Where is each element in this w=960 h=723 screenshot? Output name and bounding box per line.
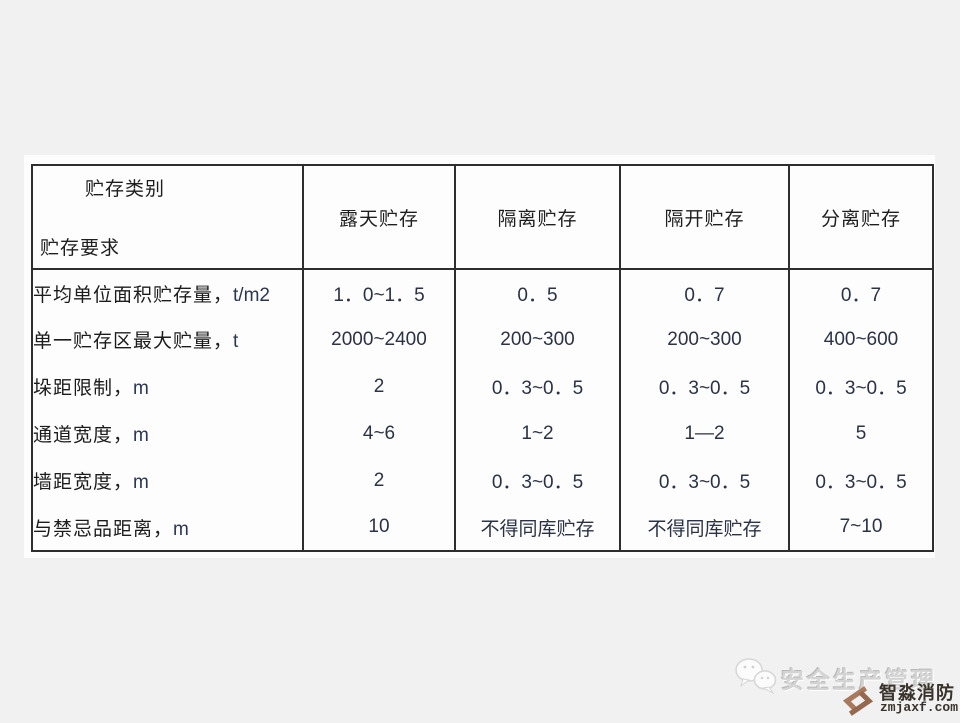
column-header-partitioned: 隔开贮存: [619, 165, 789, 270]
column-header-isolated: 隔离贮存: [454, 165, 620, 270]
row-unit: t/m2: [233, 284, 270, 306]
brand-url: zmjaxf.com: [880, 700, 959, 715]
cell-value: 0．7: [619, 269, 789, 316]
row-label-text: 垛距限制，: [33, 378, 134, 399]
cell-value: 0．3~0．5: [454, 363, 620, 410]
cell-value: 0．3~0．5: [619, 363, 789, 410]
cell-value: 2000~2400: [302, 316, 455, 363]
row-unit: m: [173, 518, 189, 540]
cell-value: 7~10: [788, 504, 933, 551]
row-label-text: 与禁忌品距离，: [33, 518, 174, 540]
cell-value: 0．3~0．5: [788, 363, 933, 410]
cell-value: 0．3~0．5: [619, 457, 789, 504]
row-unit: m: [133, 472, 149, 493]
row-label-incompatible-distance: 与禁忌品距离，m: [32, 504, 303, 551]
cell-value: 不得同库贮存: [619, 504, 789, 551]
row-label-text: 通道宽度，: [33, 425, 134, 446]
cell-value: 200~300: [619, 316, 789, 363]
storage-requirements-table: 贮存类别 贮存要求 露天贮存 隔离贮存 隔开贮存 分离贮存 平均单位面积贮存量，…: [31, 164, 934, 552]
cell-value: 200~300: [454, 316, 620, 363]
table-row: 平均单位面积贮存量，t/m2 1．0~1．5 0．5 0．7 0．7: [32, 269, 933, 316]
brand-name: 智淼消防: [879, 683, 955, 703]
corner-label-category: 贮存类别: [85, 179, 166, 200]
row-label-max-storage-per-zone: 单一贮存区最大贮量，t: [32, 316, 303, 363]
table-row: 墙距宽度，m 2 0．3~0．5 0．3~0．5 0．3~0．5: [32, 457, 933, 504]
cell-value: 5: [788, 410, 933, 457]
cell-value: 1~2: [454, 410, 620, 457]
cell-value: 1—2: [619, 410, 789, 457]
wechat-icon: [733, 655, 781, 704]
table-row: 单一贮存区最大贮量，t 2000~2400 200~300 200~300 40…: [32, 316, 933, 363]
row-label-wall-distance: 墙距宽度，m: [32, 457, 303, 504]
row-label-aisle-width: 通道宽度，m: [32, 410, 303, 457]
cell-value: 不得同库贮存: [454, 504, 620, 551]
cell-value: 400~600: [788, 316, 933, 363]
row-unit: m: [133, 425, 149, 446]
row-label-text: 墙距宽度，: [33, 472, 134, 493]
brand-logo-icon: [841, 684, 875, 723]
cell-value: 2: [302, 457, 455, 504]
corner-header-cell: 贮存类别 贮存要求: [32, 165, 303, 270]
table-row: 与禁忌品距离，m 10 不得同库贮存 不得同库贮存 7~10: [32, 504, 933, 551]
row-label-avg-storage-per-area: 平均单位面积贮存量，t/m2: [32, 269, 303, 316]
row-unit: t: [233, 331, 239, 352]
row-label-stack-distance: 垛距限制，m: [32, 363, 303, 410]
watermark-title: 安全生产管理: [781, 667, 937, 693]
table-row: 通道宽度，m 4~6 1~2 1—2 5: [32, 410, 933, 457]
cell-value: 4~6: [302, 410, 455, 457]
row-label-text: 单一贮存区最大贮量，: [33, 331, 234, 352]
row-unit: m: [133, 378, 149, 399]
cell-value: 0．7: [788, 269, 933, 316]
cell-value: 0．3~0．5: [788, 457, 933, 504]
column-header-separated: 分离贮存: [788, 165, 933, 270]
column-header-open-air: 露天贮存: [302, 165, 455, 270]
row-label-text: 平均单位面积贮存量，: [33, 284, 234, 306]
table-row: 垛距限制，m 2 0．3~0．5 0．3~0．5 0．3~0．5: [32, 363, 933, 410]
cell-value: 1．0~1．5: [302, 269, 455, 316]
corner-label-requirement: 贮存要求: [40, 238, 121, 259]
cell-value: 0．5: [454, 269, 620, 316]
header-row: 贮存类别 贮存要求 露天贮存 隔离贮存 隔开贮存 分离贮存: [32, 165, 933, 270]
cell-value: 0．3~0．5: [454, 457, 620, 504]
cell-value: 2: [302, 363, 455, 410]
cell-value: 10: [302, 504, 455, 551]
